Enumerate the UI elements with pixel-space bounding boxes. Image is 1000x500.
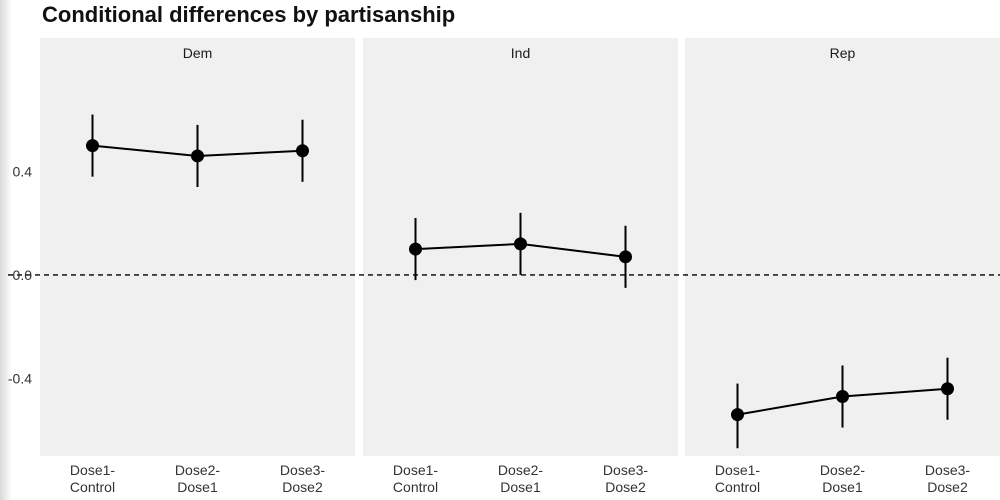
panel-strip-label-ind: Ind [511, 45, 530, 61]
data-point [191, 149, 204, 163]
data-point [836, 390, 849, 404]
y-tick-label: -0.4 [8, 370, 32, 386]
data-point [514, 237, 527, 251]
chart-title: Conditional differences by partisanship [42, 2, 456, 27]
x-tick-label: Dose2-Dose1 [820, 462, 865, 495]
x-tick-label: Dose1-Control [715, 462, 760, 495]
x-tick-label: Dose3-Dose2 [925, 462, 970, 495]
data-point [619, 250, 632, 264]
panel-background-dem [40, 38, 355, 456]
data-point [409, 242, 422, 256]
y-tick-label: 0.4 [13, 163, 33, 179]
panel-strip-label-dem: Dem [183, 45, 213, 61]
x-tick-label: Dose1-Control [393, 462, 438, 495]
x-tick-label: Dose2-Dose1 [498, 462, 543, 495]
data-point [731, 408, 744, 422]
x-tick-label: Dose2-Dose1 [175, 462, 220, 495]
data-point [941, 382, 954, 396]
y-tick-label: 0.0 [13, 267, 33, 283]
left-edge-shadow [0, 0, 12, 500]
x-tick-label: Dose3-Dose2 [280, 462, 325, 495]
x-tick-label: Dose3-Dose2 [603, 462, 648, 495]
panel-strip-label-rep: Rep [830, 45, 856, 61]
x-tick-label: Dose1-Control [70, 462, 115, 495]
data-point [296, 144, 309, 158]
data-point [86, 139, 99, 153]
